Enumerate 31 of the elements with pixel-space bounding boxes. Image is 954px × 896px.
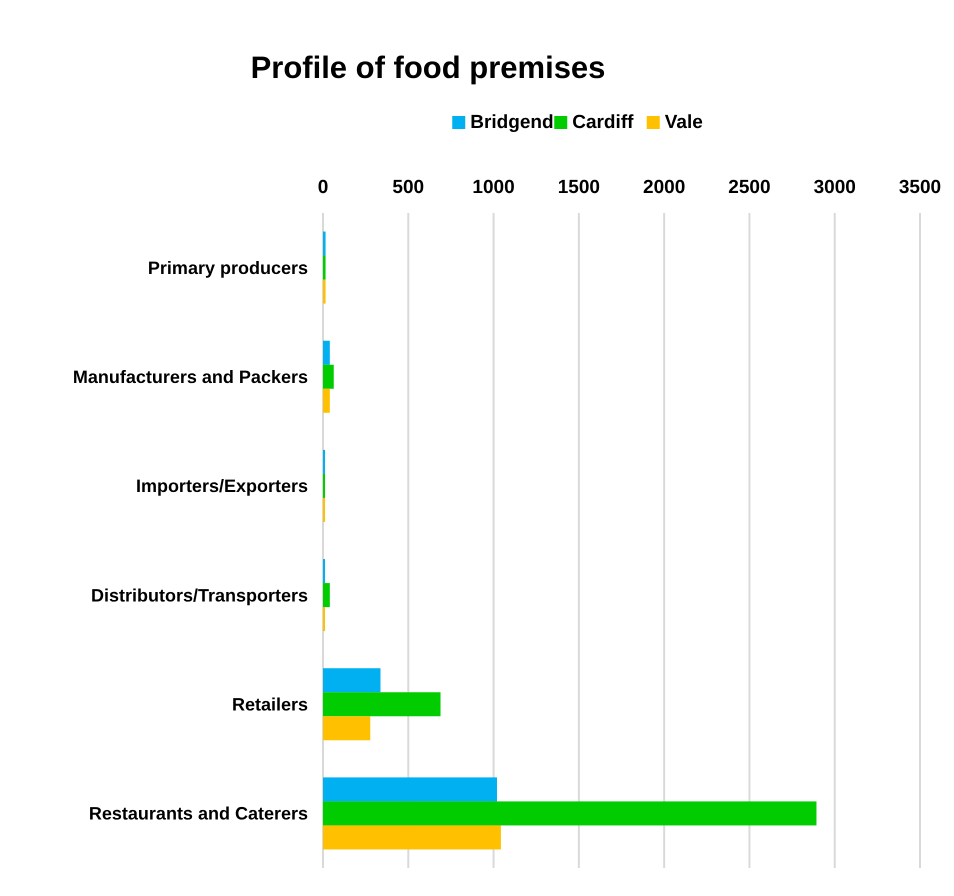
legend-label: Vale — [664, 112, 703, 133]
bar — [323, 388, 330, 413]
x-tick-label: 500 — [392, 177, 424, 198]
y-tick-label: Importers/Exporters — [136, 476, 308, 496]
y-tick-label: Retailers — [232, 694, 308, 715]
bar — [323, 777, 497, 802]
bar — [323, 801, 816, 826]
bar — [323, 692, 441, 716]
x-tick-label: 0 — [318, 177, 328, 198]
x-tick-label: 1500 — [558, 177, 600, 198]
x-tick-label: 3500 — [898, 177, 942, 198]
y-tick-label: Primary producers — [148, 258, 308, 278]
chart-title: Profile of food premises — [250, 50, 606, 85]
bar — [323, 668, 380, 692]
x-tick-label: 2000 — [643, 177, 686, 198]
x-tick-label: 3000 — [814, 177, 856, 198]
legend-label: Bridgend — [470, 112, 554, 133]
bar — [323, 825, 501, 850]
bar — [323, 256, 326, 280]
legend-label: Cardiff — [572, 112, 634, 133]
bar — [323, 716, 370, 740]
y-tick-label: Manufacturers and Packers — [72, 367, 308, 388]
bar — [323, 280, 326, 304]
x-tick-label: 2500 — [728, 177, 771, 198]
bar — [323, 583, 330, 608]
y-tick-label: Distributors/Transporters — [90, 585, 308, 606]
x-tick-label: 1000 — [472, 177, 515, 198]
y-tick-label: Restaurants and Caterers — [88, 804, 308, 824]
bar — [323, 232, 326, 256]
bar — [323, 340, 330, 365]
bar — [323, 364, 334, 389]
